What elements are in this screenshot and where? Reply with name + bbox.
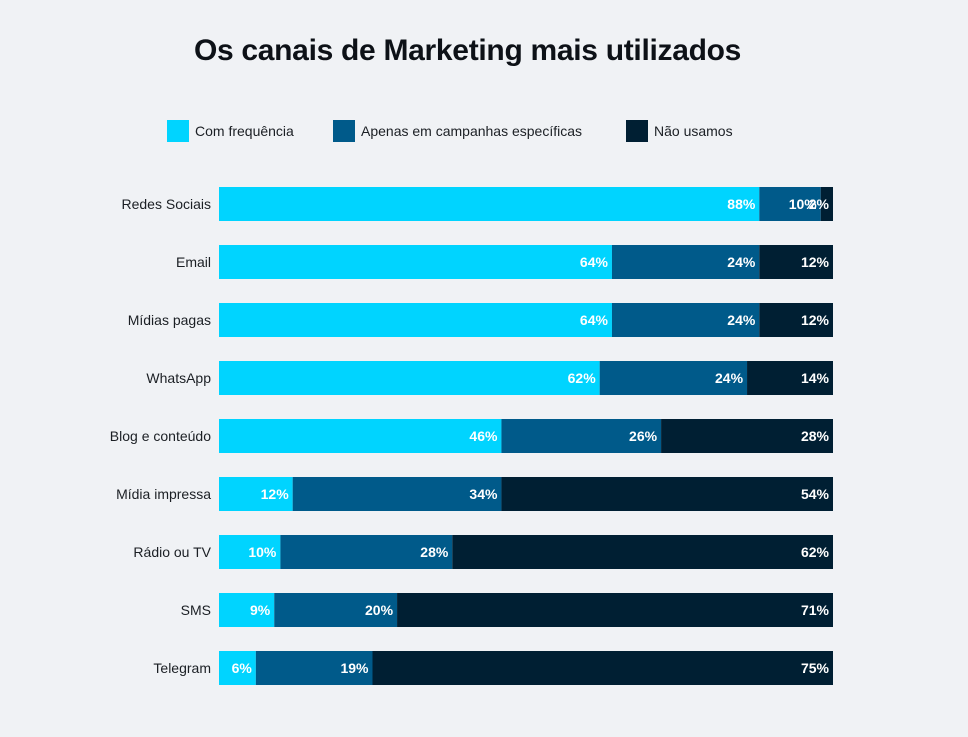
bar-redes-sociais-apenas-em-campanhas-especificas bbox=[759, 187, 821, 221]
value-label-midia-impressa-com-frequencia: 12% bbox=[261, 486, 290, 502]
value-label-whatsapp-apenas-em-campanhas-especificas: 24% bbox=[715, 370, 744, 386]
value-label-telegram-apenas-em-campanhas-especificas: 19% bbox=[340, 660, 369, 676]
bar-sms-apenas-em-campanhas-especificas bbox=[274, 593, 398, 627]
legend-label-nao-usamos: Não usamos bbox=[654, 123, 733, 139]
bar-redes-sociais-com-frequencia bbox=[219, 187, 760, 221]
value-label-redes-sociais-apenas-em-campanhas-especificas: 10% bbox=[789, 196, 818, 212]
bar-email-com-frequencia bbox=[219, 245, 612, 279]
bar-midia-impressa-apenas-em-campanhas-especificas bbox=[292, 477, 502, 511]
bar-sms-com-frequencia bbox=[219, 593, 275, 627]
value-label-telegram-nao-usamos: 75% bbox=[801, 660, 830, 676]
value-label-blog-e-conteudo-com-frequencia: 46% bbox=[469, 428, 498, 444]
bar-midias-pagas-apenas-em-campanhas-especificas bbox=[611, 303, 760, 337]
bar-email-apenas-em-campanhas-especificas bbox=[611, 245, 760, 279]
legend-swatch-nao-usamos bbox=[626, 120, 648, 142]
bar-midias-pagas-nao-usamos bbox=[759, 303, 833, 337]
bar-midia-impressa-nao-usamos bbox=[501, 477, 833, 511]
value-label-email-apenas-em-campanhas-especificas: 24% bbox=[727, 254, 756, 270]
category-label-midias-pagas: Mídias pagas bbox=[128, 312, 211, 328]
value-label-blog-e-conteudo-apenas-em-campanhas-especificas: 26% bbox=[629, 428, 658, 444]
bar-radio-ou-tv-nao-usamos bbox=[452, 535, 833, 569]
value-label-midias-pagas-com-frequencia: 64% bbox=[580, 312, 609, 328]
bar-telegram-nao-usamos bbox=[372, 651, 833, 685]
bar-midia-impressa-com-frequencia bbox=[219, 477, 293, 511]
value-label-email-com-frequencia: 64% bbox=[580, 254, 609, 270]
value-label-midias-pagas-nao-usamos: 12% bbox=[801, 312, 830, 328]
value-label-whatsapp-nao-usamos: 14% bbox=[801, 370, 830, 386]
value-label-telegram-com-frequencia: 6% bbox=[232, 660, 253, 676]
category-label-blog-e-conteudo: Blog e conteúdo bbox=[110, 428, 211, 444]
bar-blog-e-conteudo-com-frequencia bbox=[219, 419, 502, 453]
category-label-redes-sociais: Redes Sociais bbox=[122, 196, 212, 212]
value-label-email-nao-usamos: 12% bbox=[801, 254, 830, 270]
legend-label-com-frequencia: Com frequência bbox=[195, 123, 294, 139]
legend-item-nao-usamos: Não usamos bbox=[626, 120, 733, 142]
category-label-telegram: Telegram bbox=[153, 660, 211, 676]
value-label-redes-sociais-nao-usamos: 2% bbox=[809, 196, 830, 212]
bar-whatsapp-nao-usamos bbox=[747, 361, 833, 395]
category-label-email: Email bbox=[176, 254, 211, 270]
chart-title: Os canais de Marketing mais utilizados bbox=[193, 34, 742, 67]
value-label-whatsapp-com-frequencia: 62% bbox=[568, 370, 597, 386]
bar-radio-ou-tv-com-frequencia bbox=[219, 535, 281, 569]
value-label-midia-impressa-nao-usamos: 54% bbox=[801, 486, 830, 502]
bar-whatsapp-com-frequencia bbox=[219, 361, 600, 395]
legend-label-apenas-em-campanhas: Apenas em campanhas específicas bbox=[361, 123, 583, 139]
bar-sms-nao-usamos bbox=[397, 593, 833, 627]
legend-swatch-apenas-em-campanhas bbox=[333, 120, 355, 142]
value-label-midia-impressa-apenas-em-campanhas-especificas: 34% bbox=[469, 486, 498, 502]
bar-telegram-com-frequencia bbox=[219, 651, 256, 685]
category-label-sms: SMS bbox=[181, 602, 211, 618]
bar-email-nao-usamos bbox=[759, 245, 833, 279]
legend-swatch-com-frequencia bbox=[167, 120, 189, 142]
bar-telegram-apenas-em-campanhas-especificas bbox=[255, 651, 373, 685]
value-label-midias-pagas-apenas-em-campanhas-especificas: 24% bbox=[727, 312, 756, 328]
bar-redes-sociais-nao-usamos bbox=[820, 187, 833, 221]
bar-radio-ou-tv-apenas-em-campanhas-especificas bbox=[280, 535, 453, 569]
value-label-sms-nao-usamos: 71% bbox=[801, 602, 830, 618]
value-label-radio-ou-tv-nao-usamos: 62% bbox=[801, 544, 830, 560]
value-label-sms-apenas-em-campanhas-especificas: 20% bbox=[365, 602, 394, 618]
category-label-whatsapp: WhatsApp bbox=[146, 370, 211, 386]
bar-blog-e-conteudo-nao-usamos bbox=[661, 419, 833, 453]
value-label-radio-ou-tv-com-frequencia: 10% bbox=[248, 544, 277, 560]
category-label-radio-ou-tv: Rádio ou TV bbox=[133, 544, 211, 560]
bar-whatsapp-apenas-em-campanhas-especificas bbox=[599, 361, 748, 395]
legend-item-com-frequencia: Com frequência bbox=[167, 120, 294, 142]
category-label-midia-impressa: Mídia impressa bbox=[116, 486, 211, 502]
value-label-blog-e-conteudo-nao-usamos: 28% bbox=[801, 428, 830, 444]
value-label-redes-sociais-com-frequencia: 88% bbox=[727, 196, 756, 212]
value-label-radio-ou-tv-apenas-em-campanhas-especificas: 28% bbox=[420, 544, 449, 560]
bar-midias-pagas-com-frequencia bbox=[219, 303, 612, 337]
legend-item-apenas-em-campanhas: Apenas em campanhas específicas bbox=[333, 120, 582, 142]
value-label-sms-com-frequencia: 9% bbox=[250, 602, 271, 618]
bar-blog-e-conteudo-apenas-em-campanhas-especificas bbox=[501, 419, 662, 453]
legend: Com frequência Apenas em campanhas espec… bbox=[0, 120, 968, 144]
